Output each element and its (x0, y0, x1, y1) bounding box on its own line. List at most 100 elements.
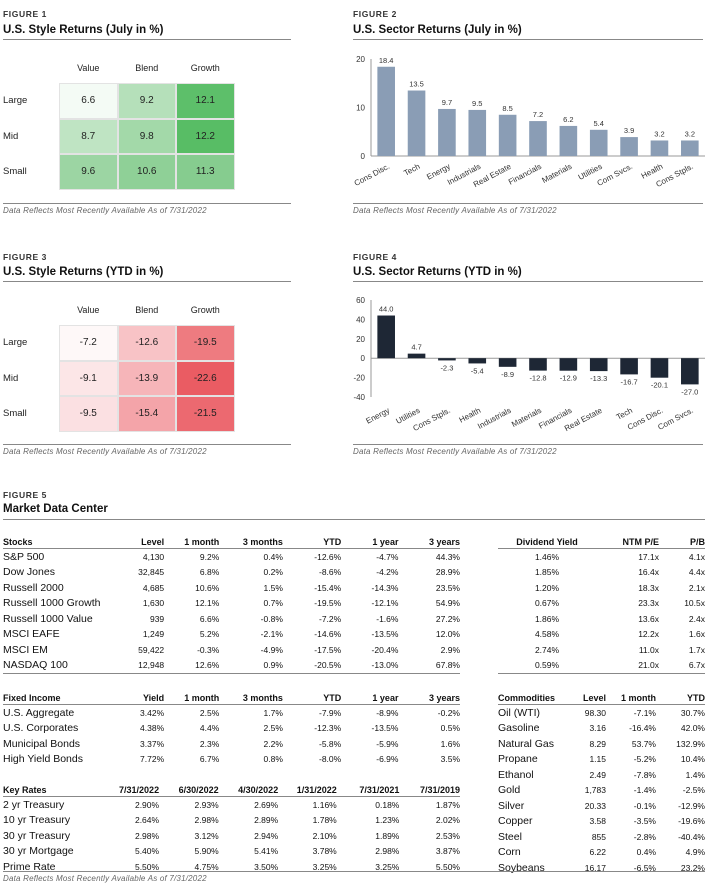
table-cell: 3.50% (254, 861, 279, 872)
heatmap-cell: -13.9 (117, 360, 176, 396)
column-header: 6/30/2022 (159, 778, 219, 797)
fixed-income-table: Fixed Income Yield 1 month 3 months YTD 1 yea… (3, 686, 460, 767)
table-cell: 1.78% (312, 815, 337, 826)
data-label: 9.7 (442, 98, 452, 107)
table-cell: High Yield Bonds (3, 753, 83, 766)
table-cell: 3.42% (140, 707, 165, 718)
data-label: -13.3 (590, 374, 607, 383)
fig4-note: Data Reflects Most Recently Available As… (353, 447, 557, 456)
table-row: 0.67% 23.3x 10.5x (498, 596, 705, 612)
heatmap-row-label: Small (3, 408, 27, 419)
table-cell: MSCI EAFE (3, 628, 60, 641)
column-header: YTD (282, 686, 342, 705)
table-header-row: Fixed Income Yield 1 month 3 months YTD 1 yea… (3, 686, 460, 705)
table-cell: 6.7% (199, 754, 220, 765)
bar (377, 66, 395, 156)
sector-chart-ytd: -40-20020406044.0Energy4.7Utilities-2.3C… (353, 296, 705, 433)
heatmap-cell: 6.6 (59, 83, 118, 119)
data-label: 3.9 (624, 126, 634, 135)
table-cell: 1.89% (375, 830, 400, 841)
table-cell: 6.7x (688, 660, 705, 671)
fig2-rule (353, 39, 703, 40)
table-cell: 939 (149, 613, 165, 624)
y-tick-label: 20 (356, 335, 365, 344)
table-row: U.S. Aggregate 3.42% 2.5% 1.7% -7.9% -8.9% -0.… (3, 705, 460, 721)
table-row: Steel 855 -2.8% -40.4% (498, 829, 705, 845)
table-cell: 5.50% (435, 861, 460, 872)
table-cell: -8.9% (376, 707, 399, 718)
table-row: 30 yr Mortgage 5.40% 5.90% 5.41% 3.78% 2.98% 3… (3, 844, 460, 860)
table-cell: 4.4x (688, 567, 705, 578)
table-cell: -12.1% (371, 598, 399, 609)
table-cell: 4.75% (194, 861, 219, 872)
heatmap-cell: -7.2 (59, 325, 118, 361)
bar (559, 358, 578, 371)
table-cell: 44.3% (435, 551, 460, 562)
table-row: S&P 500 4,130 9.2% 0.4% -12.6% -4.7% 44.3% (3, 549, 460, 565)
table-cell: 1.87% (435, 799, 460, 810)
commodities-table: Commodities Level 1 month YTD Oil (WTI) 98.30… (498, 686, 705, 876)
table-row: 1.46% 17.1x 4.1x (498, 549, 705, 565)
heatmap-cell: 10.6 (117, 154, 176, 190)
column-header: Key Rates (3, 778, 106, 797)
data-label: -2.3 (440, 363, 453, 372)
table-cell: 1.86% (534, 613, 560, 624)
heatmap-cell: -19.5 (176, 325, 235, 361)
data-label: 6.2 (563, 115, 573, 124)
column-header: 7/31/2021 (336, 778, 400, 797)
table-cell: Silver (498, 799, 525, 812)
table-cell: 1.15 (589, 754, 606, 765)
column-header: 1 month (164, 530, 220, 549)
heatmap-cell: -12.6 (117, 325, 176, 361)
bar (407, 353, 426, 359)
fig1-rule (3, 39, 291, 40)
table-row: Corn 6.22 0.4% 4.9% (498, 845, 705, 861)
table-cell: Russell 2000 (3, 581, 64, 594)
table-cell: 12.2x (638, 629, 659, 640)
heatmap-cell: 8.7 (59, 118, 118, 154)
table-cell: -19.5% (314, 598, 342, 609)
table-cell: 1,783 (584, 785, 606, 796)
table-cell: Corn (498, 846, 521, 859)
table-cell: -17.5% (314, 644, 342, 655)
table-cell: Gold (498, 784, 521, 797)
heatmap-row-label: Small (3, 166, 27, 177)
table-cell: 1.7x (688, 644, 705, 655)
data-label: 4.7 (411, 343, 421, 352)
bar (559, 125, 578, 156)
data-label: 44.0 (379, 305, 394, 314)
data-label: 13.5 (409, 80, 424, 89)
heatmap-row-label: Mid (3, 130, 19, 142)
data-label: 18.4 (379, 56, 394, 65)
heatmap-col-header: Blend (135, 63, 159, 73)
table-cell: -0.1% (633, 800, 656, 811)
table-row: 1.86% 13.6x 2.4x (498, 611, 705, 627)
table-row: MSCI EM 59,422 -0.3% -4.9% -17.5% -20.4% 2.9% (3, 642, 460, 658)
table-cell: 2.02% (435, 815, 460, 826)
y-tick-label: -40 (353, 393, 365, 402)
fig5-title: Market Data Center (3, 503, 108, 515)
fig2-bottom-rule (353, 203, 703, 204)
table-cell: 4,685 (142, 582, 165, 593)
table-cell: 3.16 (589, 723, 606, 734)
table-cell: 98.30 (584, 707, 606, 718)
table-cell: 6.22 (589, 847, 606, 858)
bar (377, 315, 395, 359)
table-cell: 5.90% (194, 846, 219, 857)
table-cell: 1.20% (534, 582, 560, 593)
table-cell: 2.94% (254, 830, 279, 841)
fig3-bottom-rule (3, 444, 291, 445)
column-header: 1 month (606, 686, 656, 705)
heatmap-col-header: Blend (135, 305, 159, 315)
category-label: Tech (615, 406, 634, 422)
table-row: 1.85% 16.4x 4.4x (498, 565, 705, 581)
fig2-label: FIGURE 2 (353, 9, 398, 19)
y-tick-label: 0 (361, 152, 366, 161)
table-cell: Propane (498, 753, 538, 766)
table-cell: -15.4% (314, 582, 342, 593)
table-row: Russell 1000 Growth 1,630 12.1% 0.7% -19.5% -… (3, 596, 460, 612)
y-tick-label: 40 (356, 315, 365, 324)
table-cell: 3.25% (375, 861, 400, 872)
heatmap-col-header: Growth (190, 63, 220, 73)
fig1-note: Data Reflects Most Recently Available As… (3, 206, 207, 215)
